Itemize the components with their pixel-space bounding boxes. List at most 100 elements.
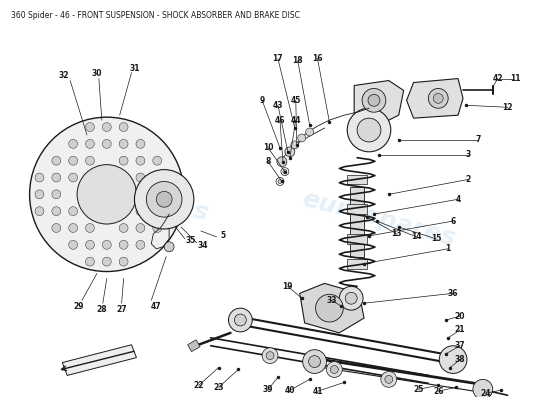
Text: 13: 13 (392, 230, 402, 238)
Circle shape (102, 257, 111, 266)
Text: 5: 5 (220, 232, 225, 240)
Text: 19: 19 (283, 282, 293, 291)
Circle shape (339, 286, 363, 310)
Circle shape (169, 207, 179, 216)
Text: 39: 39 (263, 385, 273, 394)
Text: 29: 29 (74, 302, 84, 311)
Circle shape (169, 173, 179, 182)
Polygon shape (406, 78, 463, 118)
Circle shape (302, 350, 327, 374)
Circle shape (381, 372, 397, 387)
Circle shape (119, 257, 128, 266)
Circle shape (35, 207, 44, 216)
Circle shape (331, 366, 338, 374)
Text: 10: 10 (263, 143, 273, 152)
Circle shape (136, 173, 145, 182)
Text: 35: 35 (186, 236, 196, 245)
Circle shape (368, 94, 380, 106)
Bar (347, 204, 367, 214)
Circle shape (156, 191, 172, 207)
Circle shape (69, 156, 78, 165)
Circle shape (30, 117, 184, 272)
Circle shape (102, 240, 111, 249)
Circle shape (69, 173, 78, 182)
Circle shape (102, 123, 111, 132)
Bar (350, 188, 364, 257)
Circle shape (153, 173, 162, 182)
Circle shape (298, 134, 306, 142)
Circle shape (135, 170, 194, 229)
Text: 22: 22 (194, 381, 204, 390)
Circle shape (428, 88, 448, 108)
Text: 43: 43 (273, 101, 283, 110)
Text: 2: 2 (465, 175, 471, 184)
Circle shape (146, 182, 182, 217)
Text: 21: 21 (455, 326, 465, 334)
Text: 38: 38 (455, 355, 465, 364)
Text: eurospares: eurospares (52, 162, 211, 226)
Bar (347, 234, 367, 244)
Circle shape (277, 157, 287, 167)
Circle shape (52, 156, 60, 165)
Polygon shape (62, 345, 136, 376)
Circle shape (119, 224, 128, 232)
Text: 16: 16 (312, 54, 323, 63)
Circle shape (385, 376, 393, 383)
Text: eurospares: eurospares (299, 187, 458, 251)
Polygon shape (300, 283, 364, 333)
Text: 46: 46 (274, 116, 285, 125)
Circle shape (285, 147, 295, 157)
Text: 33: 33 (326, 296, 337, 305)
Bar (188, 340, 200, 352)
Circle shape (85, 224, 95, 232)
Text: 3: 3 (465, 150, 471, 159)
Circle shape (119, 156, 128, 165)
Text: 8: 8 (266, 157, 271, 166)
Circle shape (85, 156, 95, 165)
Circle shape (327, 362, 342, 378)
Text: 11: 11 (510, 74, 521, 83)
Circle shape (136, 156, 145, 165)
Text: 26: 26 (433, 387, 443, 396)
Text: 1: 1 (446, 244, 451, 253)
Circle shape (69, 224, 78, 232)
Text: 31: 31 (129, 64, 140, 73)
Circle shape (153, 190, 162, 199)
Circle shape (85, 140, 95, 148)
Text: 42: 42 (492, 74, 503, 83)
Text: 4: 4 (455, 195, 461, 204)
Circle shape (266, 352, 274, 360)
Circle shape (69, 207, 78, 216)
Bar (347, 259, 367, 268)
Text: 24: 24 (481, 389, 491, 398)
Circle shape (345, 292, 357, 304)
Text: 32: 32 (59, 71, 69, 80)
Text: 36: 36 (448, 289, 458, 298)
Polygon shape (354, 80, 404, 125)
Text: 14: 14 (411, 232, 422, 241)
Text: 28: 28 (96, 305, 107, 314)
Circle shape (473, 379, 493, 399)
Text: 7: 7 (475, 136, 481, 144)
Circle shape (77, 165, 136, 224)
Text: 40: 40 (284, 386, 295, 395)
Circle shape (362, 88, 386, 112)
Circle shape (291, 141, 299, 149)
Circle shape (283, 170, 287, 174)
Text: 47: 47 (151, 302, 162, 311)
Text: 41: 41 (312, 387, 323, 396)
Circle shape (52, 207, 60, 216)
Circle shape (164, 242, 174, 252)
Circle shape (276, 178, 284, 186)
Circle shape (52, 224, 60, 232)
Text: 45: 45 (290, 96, 301, 105)
Circle shape (439, 346, 467, 374)
Text: 18: 18 (293, 56, 303, 65)
Circle shape (357, 118, 381, 142)
Circle shape (35, 173, 44, 182)
Circle shape (153, 224, 162, 232)
Text: 25: 25 (413, 385, 424, 394)
Circle shape (69, 140, 78, 148)
Text: 37: 37 (455, 341, 465, 350)
Circle shape (234, 314, 246, 326)
